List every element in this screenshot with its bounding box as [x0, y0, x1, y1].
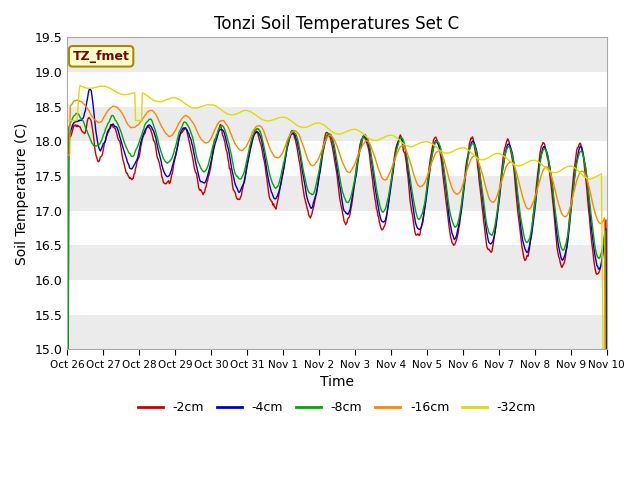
Bar [67, 314, 607, 349]
Text: TZ_fmet: TZ_fmet [73, 50, 129, 63]
Y-axis label: Soil Temperature (C): Soil Temperature (C) [15, 122, 29, 264]
Bar [67, 37, 607, 72]
Title: Tonzi Soil Temperatures Set C: Tonzi Soil Temperatures Set C [214, 15, 460, 33]
Bar [67, 176, 607, 211]
Legend: -2cm, -4cm, -8cm, -16cm, -32cm: -2cm, -4cm, -8cm, -16cm, -32cm [133, 396, 541, 419]
Bar [67, 245, 607, 280]
X-axis label: Time: Time [320, 375, 354, 389]
Bar [67, 107, 607, 141]
